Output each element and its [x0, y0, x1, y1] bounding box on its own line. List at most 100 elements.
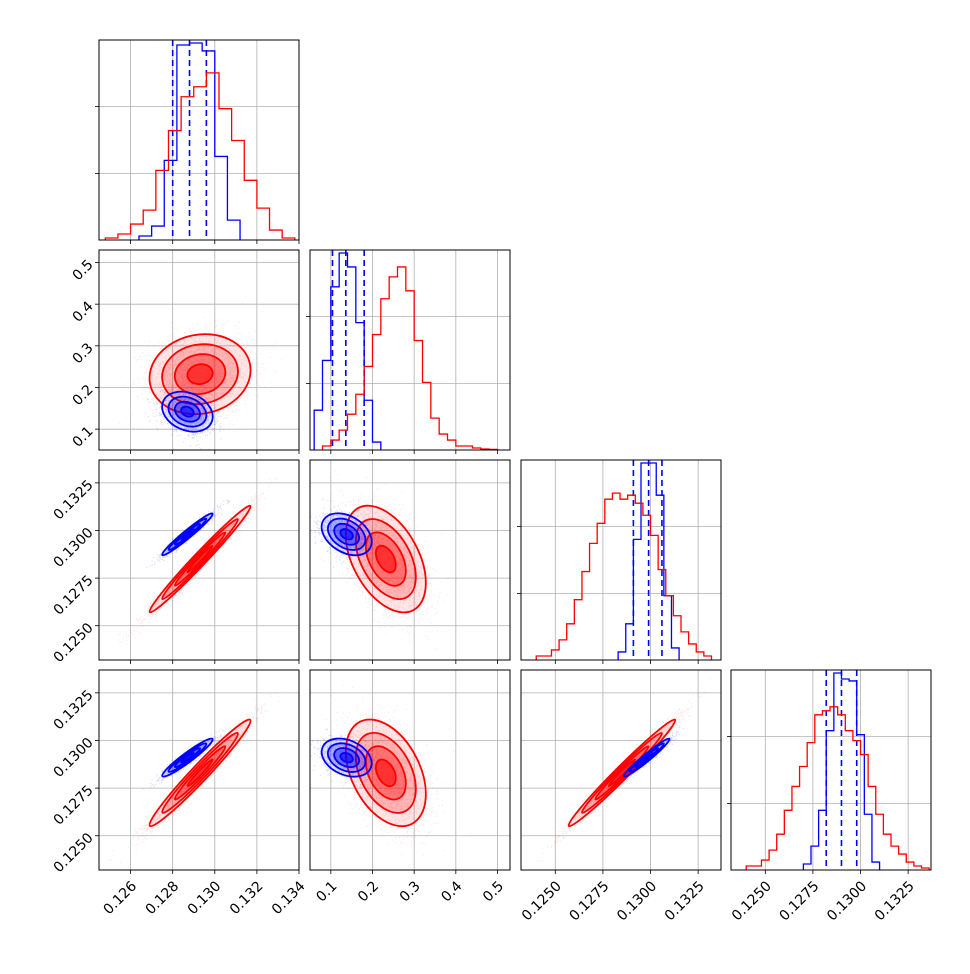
contour-blue [180, 528, 195, 541]
panel-content [521, 460, 721, 660]
x-tick-label: 0.4 [438, 878, 465, 905]
y-tick-label: 0.1 [70, 424, 97, 451]
x-tick-label: 0.1250 [729, 878, 775, 924]
histogram-red [745, 706, 930, 870]
contour-red [173, 353, 227, 396]
contour-blue [167, 742, 208, 773]
contour-blue [333, 522, 361, 546]
contour-red [567, 718, 677, 828]
y-tick-label: 0.1250 [51, 830, 97, 876]
contour-blue [173, 400, 201, 423]
panel-2-1 [309, 459, 511, 664]
contour-blue [339, 751, 354, 764]
contour-red [161, 518, 239, 600]
x-tick-label: 0.5 [480, 878, 507, 905]
contour-red [161, 731, 239, 814]
contour-red [186, 758, 214, 788]
y-tick-label: 0.1275 [51, 572, 97, 618]
contour-blue [173, 747, 201, 769]
x-tick-label: 0.1 [313, 878, 340, 905]
panel-3-1 [309, 669, 511, 874]
y-tick-label: 0.1275 [51, 782, 97, 828]
x-tick-label: 0.130 [185, 878, 225, 918]
y-tick-label: 0.1325 [51, 477, 97, 523]
x-tick-label: 0.132 [227, 878, 267, 918]
contour-red [344, 504, 427, 614]
panel-content [99, 670, 299, 870]
panel-content [731, 670, 931, 870]
histogram-red [321, 266, 499, 450]
y-tick-label: 0.5 [70, 257, 97, 284]
contour-blue [167, 395, 208, 428]
panel-frame [98, 669, 300, 871]
contour-red [374, 758, 397, 788]
panel-1-1 [306, 249, 511, 454]
contour-blue [180, 751, 195, 764]
x-tick-label: 0.3 [397, 878, 424, 905]
y-tick-label: 0.3 [70, 340, 97, 367]
density-fill-red [608, 759, 636, 787]
contour-red [148, 504, 252, 614]
contour-blue [327, 517, 367, 551]
scatter-points-red [325, 684, 472, 856]
panel-frame [730, 669, 932, 871]
contour-blue [180, 405, 195, 418]
contour-blue [320, 737, 373, 778]
histogram-blue [313, 252, 382, 450]
panel-content [99, 40, 299, 240]
scatter-points-blue [145, 380, 235, 450]
contour-red [607, 758, 637, 788]
x-tick-label: 0.1300 [614, 878, 660, 924]
contour-blue [333, 747, 361, 769]
y-tick-label: 0.4 [70, 298, 97, 325]
contour-red [148, 333, 252, 416]
x-tick-label: 0.1275 [777, 878, 823, 924]
histogram-red [104, 72, 296, 240]
y-tick-label: 0.1300 [51, 525, 97, 571]
panel-0-0 [95, 39, 300, 244]
panel-frame [98, 459, 300, 661]
panel-frame [309, 249, 511, 451]
panel-content [310, 460, 510, 660]
contour-red [173, 531, 227, 587]
x-tick-label: 0.128 [143, 878, 183, 918]
panel-frame [309, 459, 511, 661]
contour-red [354, 518, 417, 600]
contour-blue [161, 737, 214, 778]
panel-3-0 [98, 669, 300, 874]
contour-blue [622, 737, 671, 778]
x-tick-label: 0.134 [269, 878, 309, 918]
panel-background [310, 460, 510, 660]
contour-red [354, 731, 417, 814]
panel-background [521, 460, 721, 660]
contour-blue [320, 512, 373, 557]
contour-red [364, 531, 407, 587]
panel-background [99, 40, 299, 240]
contour-blue [173, 522, 201, 546]
contour-red [186, 363, 214, 386]
panel-2-0 [98, 459, 300, 664]
x-tick-label: 0.2 [355, 878, 382, 905]
x-tick-label: 0.1250 [519, 878, 565, 924]
contour-blue [161, 390, 214, 433]
contour-red [344, 718, 427, 828]
contour-blue [327, 742, 367, 773]
panel-frame [309, 669, 511, 871]
x-tick-label: 0.1325 [662, 878, 708, 924]
x-tick-label: 0.1300 [824, 878, 870, 924]
y-tick-label: 0.2 [70, 382, 97, 409]
x-tick-label: 0.1325 [872, 878, 918, 924]
density-fill-red [187, 759, 213, 787]
y-tick-label: 0.1300 [51, 735, 97, 781]
panel-content [521, 670, 721, 870]
panel-frame [98, 249, 300, 451]
contour-blue [167, 517, 208, 551]
density-fill-red [187, 364, 213, 385]
panel-frame [98, 39, 300, 241]
panel-content [99, 250, 299, 450]
contour-red [148, 718, 252, 828]
y-tick-label: 0.1250 [51, 620, 97, 666]
panel-content [99, 460, 299, 660]
contour-blue [161, 512, 214, 557]
